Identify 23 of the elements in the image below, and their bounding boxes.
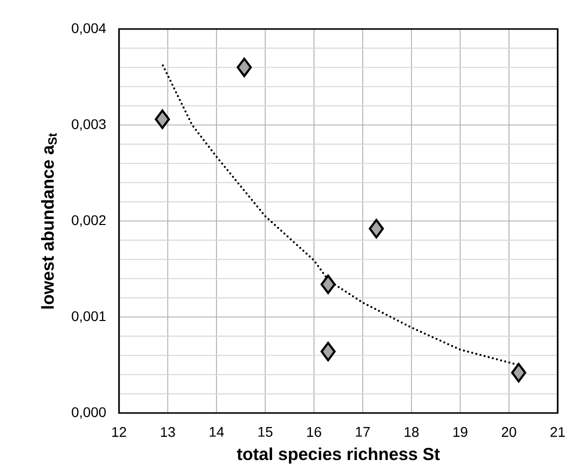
point [320,274,336,294]
x-tick-label: 14 [210,427,224,437]
x-tick-label: 19 [453,427,468,437]
x-tick-label: 12 [112,427,126,437]
y-tick-label: 0,001 [72,311,106,323]
y-tick-label: 0,003 [72,119,106,131]
x-tick-label: 17 [356,427,370,437]
point [368,218,384,238]
y-tick-label: 0,000 [72,407,106,419]
point [154,110,170,129]
y-axis-title: lowest abundance a$_{St}$ [41,133,57,309]
x-tick-label: 16 [307,427,322,437]
point [511,362,526,382]
x-tick-label: 20 [502,427,516,437]
x-tick-label: 15 [258,427,272,437]
x-tick-label: 18 [404,427,419,437]
y-tick-label: 0,002 [72,215,106,227]
x-tick-label: 13 [161,427,175,437]
x-tick-label: 21 [550,427,565,437]
point [236,58,252,78]
point [320,342,336,362]
x-axis-title: total species richness St [236,447,440,464]
y-tick-label: 0,004 [72,23,106,35]
